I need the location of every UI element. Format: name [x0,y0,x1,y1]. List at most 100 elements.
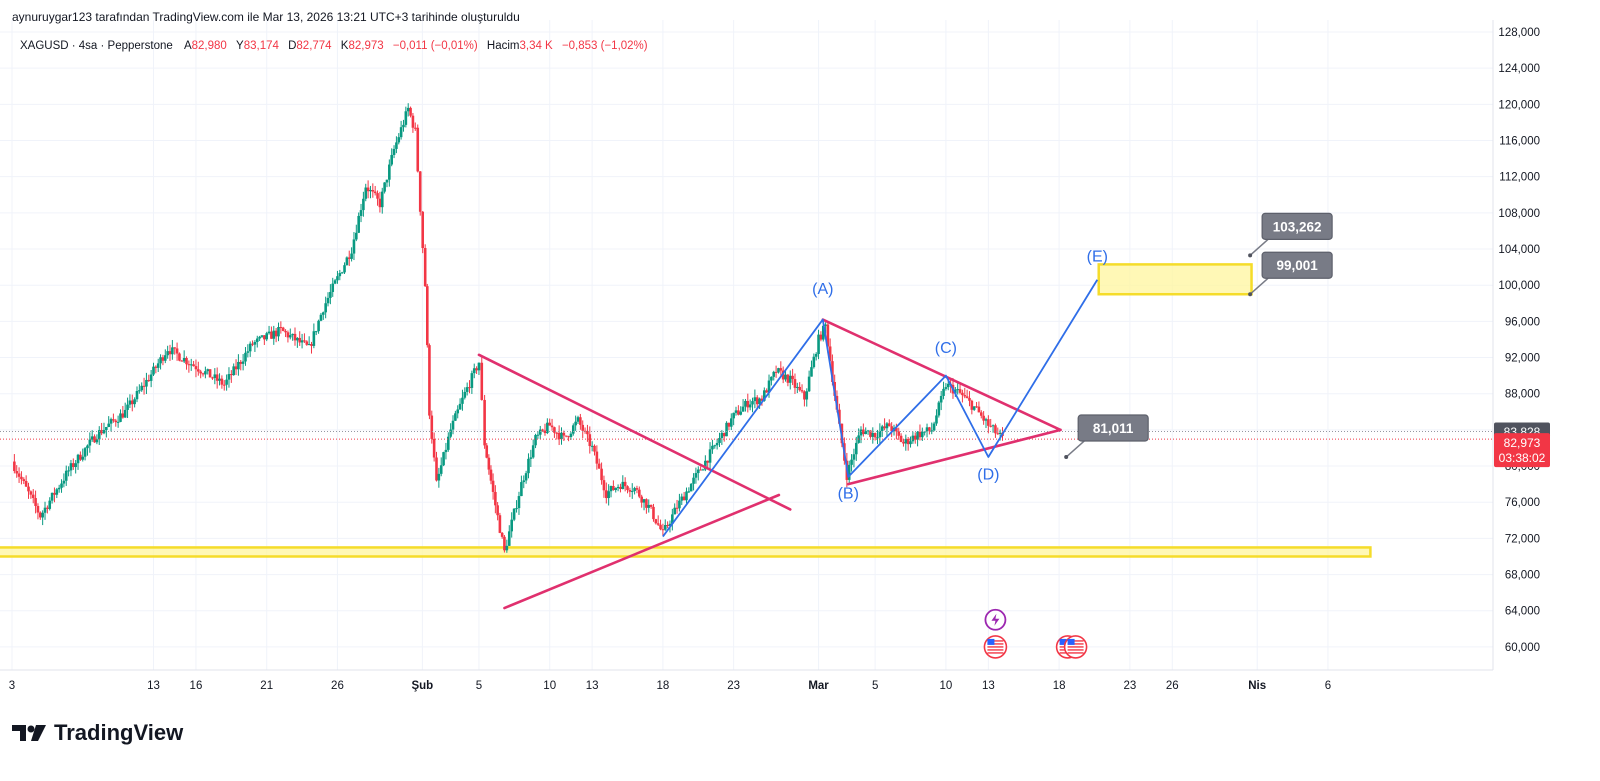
candle [423,244,427,287]
candle-body [255,338,259,342]
candle [562,430,566,442]
candle-body [555,432,559,434]
candle [142,377,146,395]
candle-body [64,470,68,481]
candle-body [385,179,389,183]
price-axis[interactable]: 128,000 124,000 120,000 116,000 112,000 108,0… [1494,27,1550,654]
candle [107,416,110,428]
candle [253,340,257,352]
candle [102,422,106,435]
candle [546,418,549,435]
candle [105,426,108,438]
candle [234,359,238,376]
candle [270,326,273,339]
candle [41,510,44,526]
price-callout[interactable]: 81,011 [1064,414,1149,460]
candle [480,355,484,401]
candle [366,180,370,199]
candle [428,343,431,420]
candle-body [31,494,35,499]
price-callout[interactable]: 99,001 [1248,251,1333,297]
target-zone[interactable] [1097,263,1253,296]
candle [880,424,884,437]
candle-body [581,424,585,431]
candle [421,211,425,254]
candle [630,483,634,499]
candle-body [600,468,603,481]
bar-countdown: 03:38:02 [1499,451,1546,465]
candle-body [62,480,66,484]
candle-body [274,330,278,337]
candle-body [300,340,304,343]
x-tick-label: Nis [1248,680,1266,692]
candle-body [428,345,431,416]
wave-label[interactable]: (B) [838,486,859,503]
candle-body [864,431,868,435]
lightning-event-icon[interactable] [984,608,1007,631]
candle-body [902,441,905,444]
candle [522,475,526,489]
candle-body [888,423,891,427]
candle-body [557,432,561,440]
candle [491,473,495,500]
candle-body [531,445,535,458]
candle [175,342,179,361]
wave-label[interactable]: (C) [935,340,957,357]
candle-body [671,514,674,524]
candle-body [263,335,266,340]
candle-body [253,341,257,345]
candle-body [687,491,691,493]
candle-body [204,371,207,375]
candle [961,389,964,403]
triangle-2-line[interactable] [821,318,1062,432]
candle-body [197,369,200,372]
x-tick-label: 18 [1053,680,1066,692]
wave-label[interactable]: (E) [1087,249,1108,266]
candle-body [699,469,702,471]
candle [810,360,813,377]
candle [765,388,768,393]
candle-body [296,337,299,341]
candle-body [53,492,56,495]
candle [923,431,926,436]
candle [696,466,700,481]
triangle-1-line[interactable] [503,493,781,610]
y-tick-label: 112,000 [1499,172,1540,184]
candle [418,170,422,216]
candle-body [187,364,191,366]
candle [357,212,360,234]
candle-body [194,366,198,370]
candle-body [921,431,924,438]
candle-body [357,215,360,233]
candle [378,191,382,213]
candle-body [46,507,49,509]
triangle-2-line[interactable] [846,428,1062,486]
tradingview-logo[interactable]: TradingView [12,720,183,746]
price-callout[interactable]: 103,262 [1248,212,1333,258]
support-zone[interactable] [0,546,1372,558]
candle-body [182,358,186,362]
candle [265,331,268,342]
candle [645,498,648,514]
wave-label[interactable]: (A) [812,281,833,298]
candle-body [439,465,443,474]
callout-box [1077,414,1149,442]
candle [850,454,853,472]
candle [475,366,478,374]
triangle-1-line[interactable] [477,353,792,511]
candle [237,354,240,376]
symbol-name[interactable]: XAGUSD · 4sa · Pepperstone [20,40,173,52]
us-flag-event-icon[interactable] [1055,635,1088,659]
time-axis[interactable]: 3 13 16 21 26 Şub 5 10 13 18 23 Mar 5 10 13 18 23 26 Nis 6 [9,680,1331,692]
candle [748,399,752,411]
candle-body [770,376,773,381]
candle-body [395,142,398,149]
candle-body [593,445,596,452]
candle-body [168,351,172,355]
candle-body [369,189,372,192]
us-flag-event-icon[interactable] [983,635,1008,659]
wave-label[interactable]: (D) [977,467,999,484]
elliott-wave-path[interactable] [662,279,1099,538]
candle [741,399,745,412]
